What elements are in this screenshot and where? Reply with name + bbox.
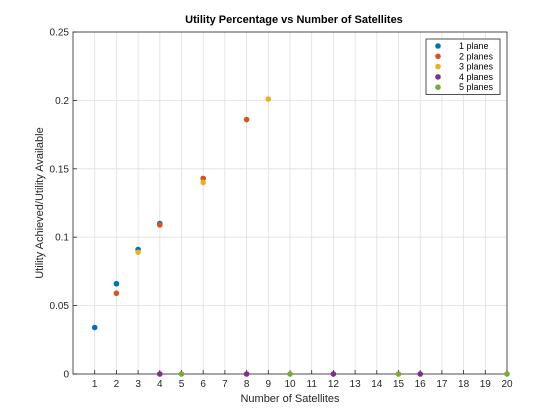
legend-marker xyxy=(435,74,441,80)
data-point xyxy=(178,371,185,377)
data-point xyxy=(287,371,293,377)
chart-title: Utility Percentage vs Number of Satellit… xyxy=(185,14,403,26)
grid xyxy=(73,31,508,375)
data-point xyxy=(135,249,141,256)
x-tick-label: 20 xyxy=(501,379,513,390)
series-4 xyxy=(157,371,424,377)
legend-label: 1 plane xyxy=(459,41,489,51)
x-tick-label: 5 xyxy=(179,379,185,390)
series-2 xyxy=(113,116,250,297)
data-point xyxy=(417,371,424,377)
data-point xyxy=(504,371,510,377)
data-point xyxy=(243,371,250,377)
data-point xyxy=(395,371,402,377)
x-tick-label: 4 xyxy=(157,379,163,390)
x-tick-label: 11 xyxy=(307,379,318,390)
y-tick-label: 0.05 xyxy=(50,301,70,312)
x-tick-label: 1 xyxy=(92,379,98,390)
data-point xyxy=(113,280,120,287)
series-3 xyxy=(135,96,272,256)
data-point xyxy=(330,371,337,377)
x-tick-label: 2 xyxy=(114,379,120,390)
legend-marker xyxy=(435,43,441,49)
x-tick-label: 8 xyxy=(244,379,250,390)
x-tick-label: 13 xyxy=(350,379,362,390)
x-tick-label: 14 xyxy=(371,379,383,390)
legend-label: 5 planes xyxy=(459,82,494,92)
x-tick-label: 18 xyxy=(458,379,470,390)
y-tick-label: 0.15 xyxy=(50,164,70,175)
data-point xyxy=(200,179,206,186)
axis-ticks: 1 2 3 4 5 6 7 8 9 10 11 12 13 14 15 16 17 18 19 2000.050.10… xyxy=(50,28,513,391)
data-point xyxy=(243,116,250,123)
legend-marker xyxy=(435,84,441,90)
x-tick-label: 9 xyxy=(266,379,272,390)
x-tick-label: 12 xyxy=(328,379,340,390)
x-tick-label: 17 xyxy=(436,379,448,390)
legend-label: 4 planes xyxy=(459,72,494,82)
x-tick-label: 15 xyxy=(393,379,405,390)
data-point xyxy=(265,96,272,102)
legend-label: 2 planes xyxy=(459,51,494,61)
x-tick-label: 10 xyxy=(284,379,296,390)
data-points xyxy=(91,96,510,377)
x-tick-label: 3 xyxy=(135,379,141,390)
data-point xyxy=(157,371,163,377)
x-axis-label: Number of Satellites xyxy=(240,393,340,405)
y-tick-label: 0 xyxy=(63,370,69,381)
x-tick-label: 7 xyxy=(222,379,228,390)
data-point xyxy=(157,222,163,228)
y-tick-label: 0.25 xyxy=(50,28,70,39)
x-tick-label: 6 xyxy=(200,379,206,390)
y-tick-label: 0.2 xyxy=(55,96,69,107)
x-tick-label: 16 xyxy=(415,379,427,390)
legend-marker xyxy=(435,63,441,70)
y-tick-label: 0.1 xyxy=(55,233,69,244)
legend-marker xyxy=(435,53,441,60)
x-tick-label: 19 xyxy=(480,379,492,390)
data-point xyxy=(113,290,120,297)
data-point xyxy=(200,175,206,182)
data-point xyxy=(91,324,98,331)
series-5 xyxy=(178,371,510,377)
y-axis-label: Utility Achieved/Utility Available xyxy=(34,127,46,278)
legend-label: 3 planes xyxy=(459,62,494,72)
